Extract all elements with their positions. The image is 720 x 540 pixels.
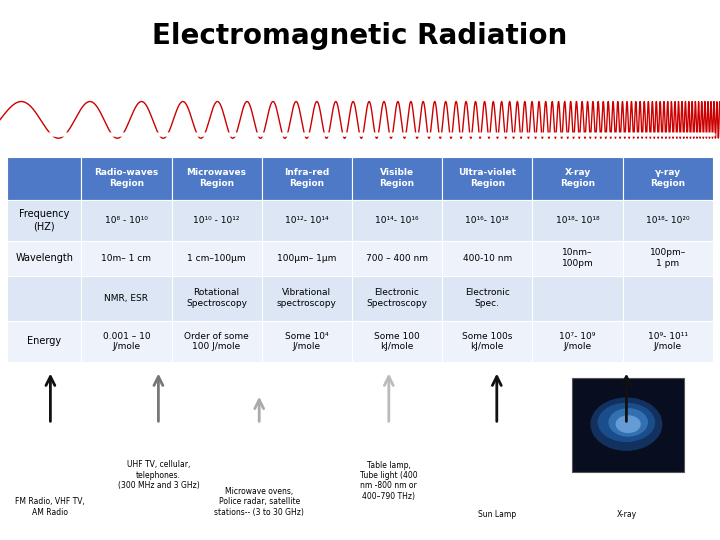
Text: 10¹⁰ - 10¹²: 10¹⁰ - 10¹² [194, 215, 240, 225]
Bar [171, 275, 262, 321]
Text: Some 100
kJ/mole: Some 100 kJ/mole [374, 332, 420, 351]
Bar [171, 157, 262, 200]
Bar [532, 157, 623, 200]
Text: Microwave ovens,
Police radar, satellite
stations-- (3 to 30 GHz): Microwave ovens, Police radar, satellite… [215, 487, 304, 517]
Bar [532, 275, 623, 321]
Ellipse shape [616, 415, 641, 433]
Bar [442, 200, 532, 241]
Bar [262, 241, 352, 275]
Text: Electronic
Spec.: Electronic Spec. [465, 288, 510, 308]
Text: Rotational
Spectroscopy: Rotational Spectroscopy [186, 288, 247, 308]
Text: Some 100s
kJ/mole: Some 100s kJ/mole [462, 332, 513, 351]
Text: Radio-waves
Region: Radio-waves Region [94, 168, 158, 188]
Ellipse shape [590, 397, 662, 451]
Bar [442, 321, 532, 362]
Text: 10¹⁴- 10¹⁶: 10¹⁴- 10¹⁶ [375, 215, 419, 225]
Text: 10m– 1 cm: 10m– 1 cm [102, 254, 151, 262]
Text: Some 10⁴
J/mole: Some 10⁴ J/mole [285, 332, 328, 351]
Text: 10nm–
100pm: 10nm– 100pm [562, 248, 593, 268]
Text: 100μm– 1μm: 100μm– 1μm [277, 254, 336, 262]
Bar [442, 241, 532, 275]
Bar [572, 378, 684, 472]
Bar [532, 241, 623, 275]
Text: Microwaves
Region: Microwaves Region [186, 168, 247, 188]
Bar [623, 200, 713, 241]
Bar [623, 241, 713, 275]
Text: Wavelength: Wavelength [15, 253, 73, 263]
Bar [81, 275, 171, 321]
Text: 10¹⁶- 10¹⁸: 10¹⁶- 10¹⁸ [465, 215, 509, 225]
Text: NMR, ESR: NMR, ESR [104, 294, 148, 303]
Bar [262, 275, 352, 321]
Text: Ultra-violet
Region: Ultra-violet Region [458, 168, 516, 188]
Bar [352, 275, 442, 321]
Bar [442, 275, 532, 321]
Text: X-ray: X-ray [616, 510, 636, 518]
Bar [532, 200, 623, 241]
Text: 10¹⁸- 10¹⁸: 10¹⁸- 10¹⁸ [556, 215, 599, 225]
Bar [171, 241, 262, 275]
Bar [81, 241, 171, 275]
Text: 10¹⁸- 10²⁰: 10¹⁸- 10²⁰ [646, 215, 690, 225]
Text: γ-ray
Region: γ-ray Region [650, 168, 685, 188]
Bar [171, 321, 262, 362]
Text: Frequency (ν): Frequency (ν) [311, 66, 409, 79]
Bar [171, 200, 262, 241]
Bar [352, 157, 442, 200]
Text: 0.001 – 10
J/mole: 0.001 – 10 J/mole [102, 332, 150, 351]
Text: 10⁷- 10⁹
J/mole: 10⁷- 10⁹ J/mole [559, 332, 595, 351]
Bar [352, 200, 442, 241]
Text: Order of some
100 J/mole: Order of some 100 J/mole [184, 332, 249, 351]
Bar [7, 241, 81, 275]
Text: 400-10 nm: 400-10 nm [463, 254, 512, 262]
Text: Wavelength (λ): Wavelength (λ) [306, 145, 414, 158]
Bar [81, 321, 171, 362]
Ellipse shape [598, 403, 655, 442]
Text: Table lamp,
Tube light (400
nm -800 nm or
400–790 THz): Table lamp, Tube light (400 nm -800 nm o… [360, 461, 418, 501]
Text: 1 cm–100μm: 1 cm–100μm [187, 254, 246, 262]
Bar [7, 321, 81, 362]
Bar [352, 241, 442, 275]
Text: Infra-red
Region: Infra-red Region [284, 168, 330, 188]
Bar [262, 157, 352, 200]
Bar [81, 157, 171, 200]
Bar [7, 200, 81, 241]
Text: 700 – 400 nm: 700 – 400 nm [366, 254, 428, 262]
Text: 10⁹- 10¹¹
J/mole: 10⁹- 10¹¹ J/mole [648, 332, 688, 351]
Bar [623, 321, 713, 362]
Bar [262, 200, 352, 241]
Text: UHF TV, cellular,
telephones.
(300 MHz and 3 GHz): UHF TV, cellular, telephones. (300 MHz a… [117, 460, 199, 490]
Text: X-ray
Region: X-ray Region [560, 168, 595, 188]
Bar [442, 157, 532, 200]
Ellipse shape [608, 408, 648, 437]
Text: 100pm–
1 pm: 100pm– 1 pm [649, 248, 686, 268]
Text: Visible
Region: Visible Region [379, 168, 415, 188]
Text: Electronic
Spectroscopy: Electronic Spectroscopy [366, 288, 428, 308]
Bar [7, 275, 81, 321]
Text: Sun Lamp: Sun Lamp [478, 510, 516, 518]
Bar [623, 275, 713, 321]
Text: Electromagnetic Radiation: Electromagnetic Radiation [153, 22, 567, 50]
Text: Frequency
(HZ): Frequency (HZ) [19, 210, 69, 231]
Text: 10⁸ - 10¹⁰: 10⁸ - 10¹⁰ [105, 215, 148, 225]
Bar [81, 200, 171, 241]
Bar [532, 321, 623, 362]
Text: FM Radio, VHF TV,
AM Radio: FM Radio, VHF TV, AM Radio [15, 497, 86, 517]
Text: Energy: Energy [27, 336, 61, 346]
Text: 10¹²- 10¹⁴: 10¹²- 10¹⁴ [285, 215, 328, 225]
Bar [262, 321, 352, 362]
Bar [352, 321, 442, 362]
Bar [623, 157, 713, 200]
Bar [7, 157, 81, 200]
Text: Vibrational
spectroscopy: Vibrational spectroscopy [277, 288, 337, 308]
